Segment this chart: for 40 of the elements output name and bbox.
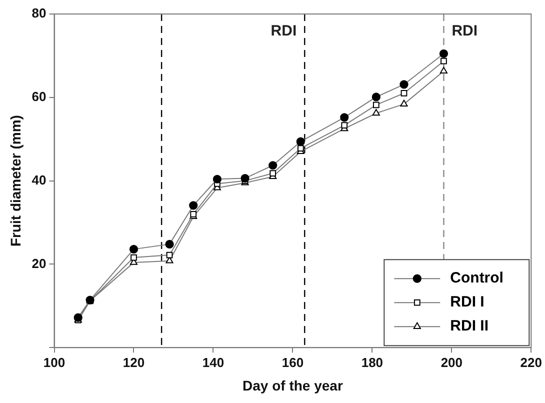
legend-label: Control — [450, 270, 504, 287]
y-tick-label: 80 — [32, 6, 46, 21]
point — [372, 92, 380, 102]
point — [341, 122, 348, 129]
point — [340, 113, 349, 122]
point — [166, 252, 173, 258]
point — [296, 137, 305, 146]
legend-label: RDI II — [450, 318, 488, 335]
point — [440, 58, 447, 64]
legend-label: RDI I — [450, 294, 484, 311]
point — [189, 201, 198, 210]
x-tick-label: 200 — [440, 354, 463, 370]
point — [400, 100, 408, 106]
point — [297, 145, 304, 152]
x-tick-label: 160 — [282, 354, 304, 370]
point — [372, 108, 380, 116]
x-tick-label: 120 — [122, 354, 145, 370]
point — [372, 102, 380, 108]
point — [130, 254, 137, 261]
x-tick-label: 220 — [520, 354, 542, 370]
x-tick-label: 100 — [43, 354, 66, 370]
point — [440, 66, 448, 74]
y-tick-label: 40 — [32, 172, 46, 188]
ref-line-label: RDI — [452, 22, 478, 40]
y-tick-label: 60 — [32, 88, 46, 104]
point — [129, 244, 138, 254]
ref-line-label: RDI — [270, 22, 297, 40]
x-tick-label: 140 — [202, 354, 224, 370]
point — [240, 174, 250, 183]
point — [268, 161, 278, 170]
point — [212, 174, 222, 184]
x-tick-label: 180 — [361, 354, 384, 370]
x-axis-title: Day of the year — [242, 377, 344, 394]
point — [165, 240, 174, 248]
point — [400, 80, 408, 89]
y-axis-title: Fruit diameter (mm) — [7, 115, 24, 247]
point — [439, 49, 448, 58]
point — [400, 90, 408, 96]
point — [270, 170, 276, 176]
y-tick-label: 20 — [32, 256, 46, 271]
